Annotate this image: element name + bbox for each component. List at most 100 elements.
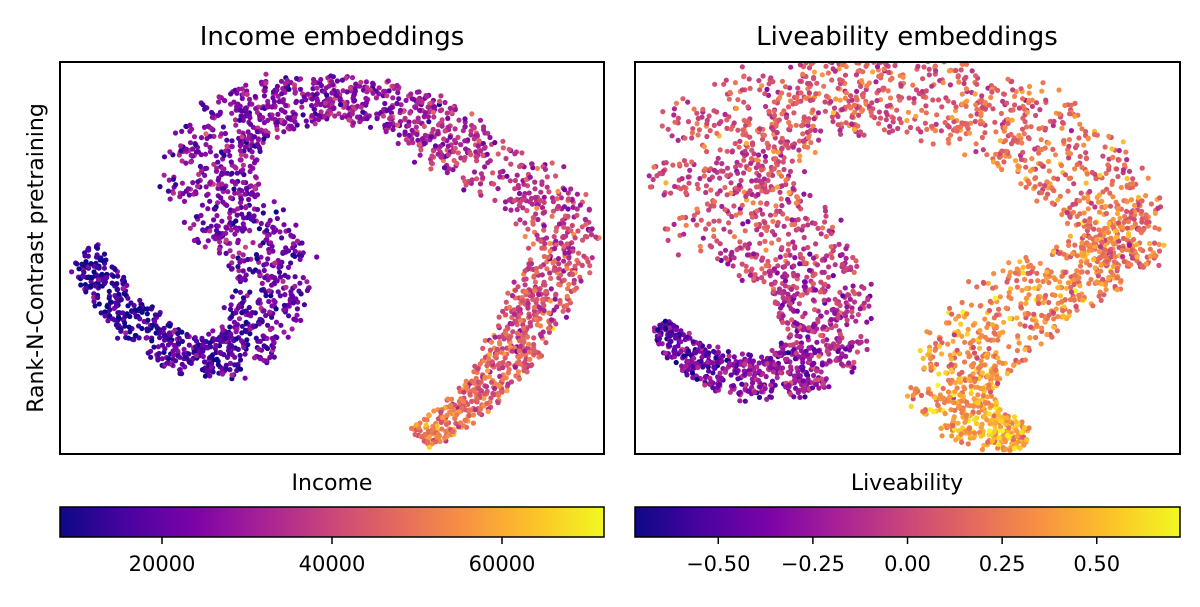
scatter-point xyxy=(740,203,745,208)
scatter-point xyxy=(438,144,443,149)
scatter-point xyxy=(672,184,677,189)
scatter-point xyxy=(786,248,791,253)
scatter-point xyxy=(718,147,723,152)
scatter-point xyxy=(489,380,494,385)
scatter-point xyxy=(974,284,979,289)
scatter-point xyxy=(824,94,829,99)
scatter-point xyxy=(746,389,751,394)
scatter-point xyxy=(442,165,447,170)
scatter-point xyxy=(250,323,255,328)
scatter-point xyxy=(865,347,870,352)
scatter-point xyxy=(229,138,234,143)
scatter-point xyxy=(762,91,767,96)
scatter-point xyxy=(801,224,806,229)
scatter-point xyxy=(856,312,861,317)
scatter-point xyxy=(730,149,735,154)
scatter-point xyxy=(429,134,434,139)
scatter-point xyxy=(576,251,581,256)
scatter-point xyxy=(453,146,458,151)
scatter-point xyxy=(271,230,276,235)
scatter-point xyxy=(260,115,265,120)
scatter-point xyxy=(811,255,816,260)
scatter-point xyxy=(462,124,467,129)
scatter-point xyxy=(800,256,805,261)
scatter-point xyxy=(727,353,732,358)
scatter-point xyxy=(740,64,745,69)
scatter-point xyxy=(227,153,232,158)
scatter-point xyxy=(414,132,419,137)
scatter-point xyxy=(474,155,479,160)
scatter-point xyxy=(779,111,784,116)
scatter-point xyxy=(192,134,197,139)
scatter-point xyxy=(779,196,784,201)
scatter-point xyxy=(745,252,750,257)
scatter-point xyxy=(238,157,243,162)
scatter-point xyxy=(216,178,221,183)
scatter-point xyxy=(780,320,785,325)
scatter-point xyxy=(839,361,844,366)
scatter-point xyxy=(703,166,708,171)
scatter-point xyxy=(497,341,502,346)
scatter-point xyxy=(531,335,536,340)
scatter-point xyxy=(816,138,821,143)
scatter-point xyxy=(719,355,724,360)
scatter-point xyxy=(792,222,797,227)
scatter-point xyxy=(252,355,257,360)
scatter-point xyxy=(775,375,780,380)
scatter-point xyxy=(742,362,747,367)
scatter-point xyxy=(752,373,757,378)
scatter-point xyxy=(771,289,776,294)
scatter-point xyxy=(699,359,704,364)
scatter-point xyxy=(275,112,280,117)
scatter-point xyxy=(660,109,665,114)
scatter-point xyxy=(694,377,699,382)
scatter-point xyxy=(762,239,767,244)
scatter-point xyxy=(727,90,732,95)
scatter-point xyxy=(808,140,813,145)
scatter-point xyxy=(338,102,343,107)
scatter-point xyxy=(211,369,216,374)
scatter-point xyxy=(810,281,815,286)
scatter-point xyxy=(549,286,554,291)
scatter-point xyxy=(267,250,272,255)
scatter-point xyxy=(150,323,155,328)
scatter-point xyxy=(772,108,777,113)
scatter-point xyxy=(314,102,319,107)
scatter-point xyxy=(418,147,423,152)
scatter-point xyxy=(183,161,188,166)
scatter-point xyxy=(873,79,878,84)
scatter-point xyxy=(864,339,869,344)
scatter-point xyxy=(815,377,820,382)
scatter-point xyxy=(1126,233,1131,238)
scatter-point xyxy=(970,68,975,73)
scatter-point xyxy=(228,220,233,225)
scatter-point xyxy=(744,141,749,146)
scatter-point xyxy=(418,153,423,158)
scatter-point xyxy=(239,330,244,335)
scatter-point xyxy=(791,186,796,191)
scatter-point xyxy=(886,70,891,75)
scatter-point xyxy=(204,166,209,171)
scatter-point xyxy=(384,93,389,98)
scatter-point xyxy=(1117,216,1122,221)
scatter-point xyxy=(714,238,719,243)
scatter-point xyxy=(859,340,864,345)
scatter-point xyxy=(493,335,498,340)
scatter-point xyxy=(340,115,345,120)
scatter-point xyxy=(268,327,273,332)
scatter-point xyxy=(522,220,527,225)
scatter-point xyxy=(256,269,261,274)
scatter-point xyxy=(698,248,703,253)
scatter-point xyxy=(773,257,778,262)
scatter-point xyxy=(757,369,762,374)
scatter-point xyxy=(258,149,263,154)
scatter-point xyxy=(472,125,477,130)
scatter-point xyxy=(552,246,557,251)
scatter-point xyxy=(496,363,501,368)
scatter-point xyxy=(430,424,435,429)
scatter-point xyxy=(237,118,242,123)
scatter-point xyxy=(824,234,829,239)
scatter-point xyxy=(721,169,726,174)
scatter-point xyxy=(729,372,734,377)
scatter-point xyxy=(561,259,566,264)
